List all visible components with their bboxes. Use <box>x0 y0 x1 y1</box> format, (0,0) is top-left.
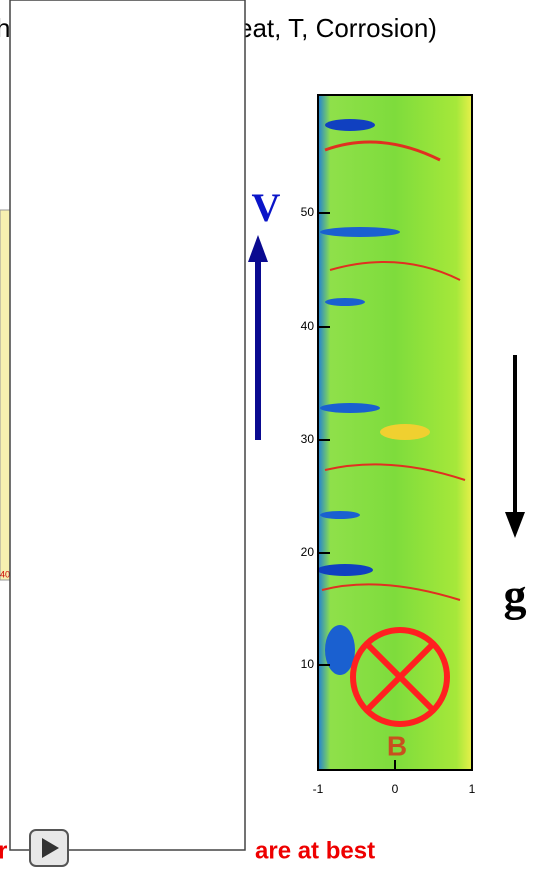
gravity-label: g <box>504 570 527 621</box>
y-tick-label: 10 <box>301 657 315 671</box>
y-tick-label: 20 <box>301 545 315 559</box>
velocity-label: V <box>252 185 281 230</box>
field-symbol <box>350 627 450 727</box>
left-plot-tick: 40 <box>0 569 10 579</box>
simulation-image <box>317 94 473 771</box>
play-button[interactable] <box>29 829 69 867</box>
y-tick-label: 40 <box>301 319 315 333</box>
velocity-arrowhead <box>248 235 268 262</box>
x-tick-label: 0 <box>392 782 399 796</box>
left-plot-fragment <box>0 209 11 581</box>
x-tick-label: -1 <box>313 782 324 796</box>
y-tick-label: 50 <box>301 205 315 219</box>
field-label: B <box>387 730 407 761</box>
title-fragment: eat, T, Corrosion) <box>238 13 437 43</box>
title-fragment: h <box>0 13 10 43</box>
overlay-panel <box>9 0 246 851</box>
footer-text: are at best <box>255 837 375 864</box>
footer-fragment: r <box>0 837 7 864</box>
y-tick-label: 30 <box>301 432 315 446</box>
x-tick-label: 1 <box>469 782 476 796</box>
gravity-arrowhead <box>505 512 525 538</box>
